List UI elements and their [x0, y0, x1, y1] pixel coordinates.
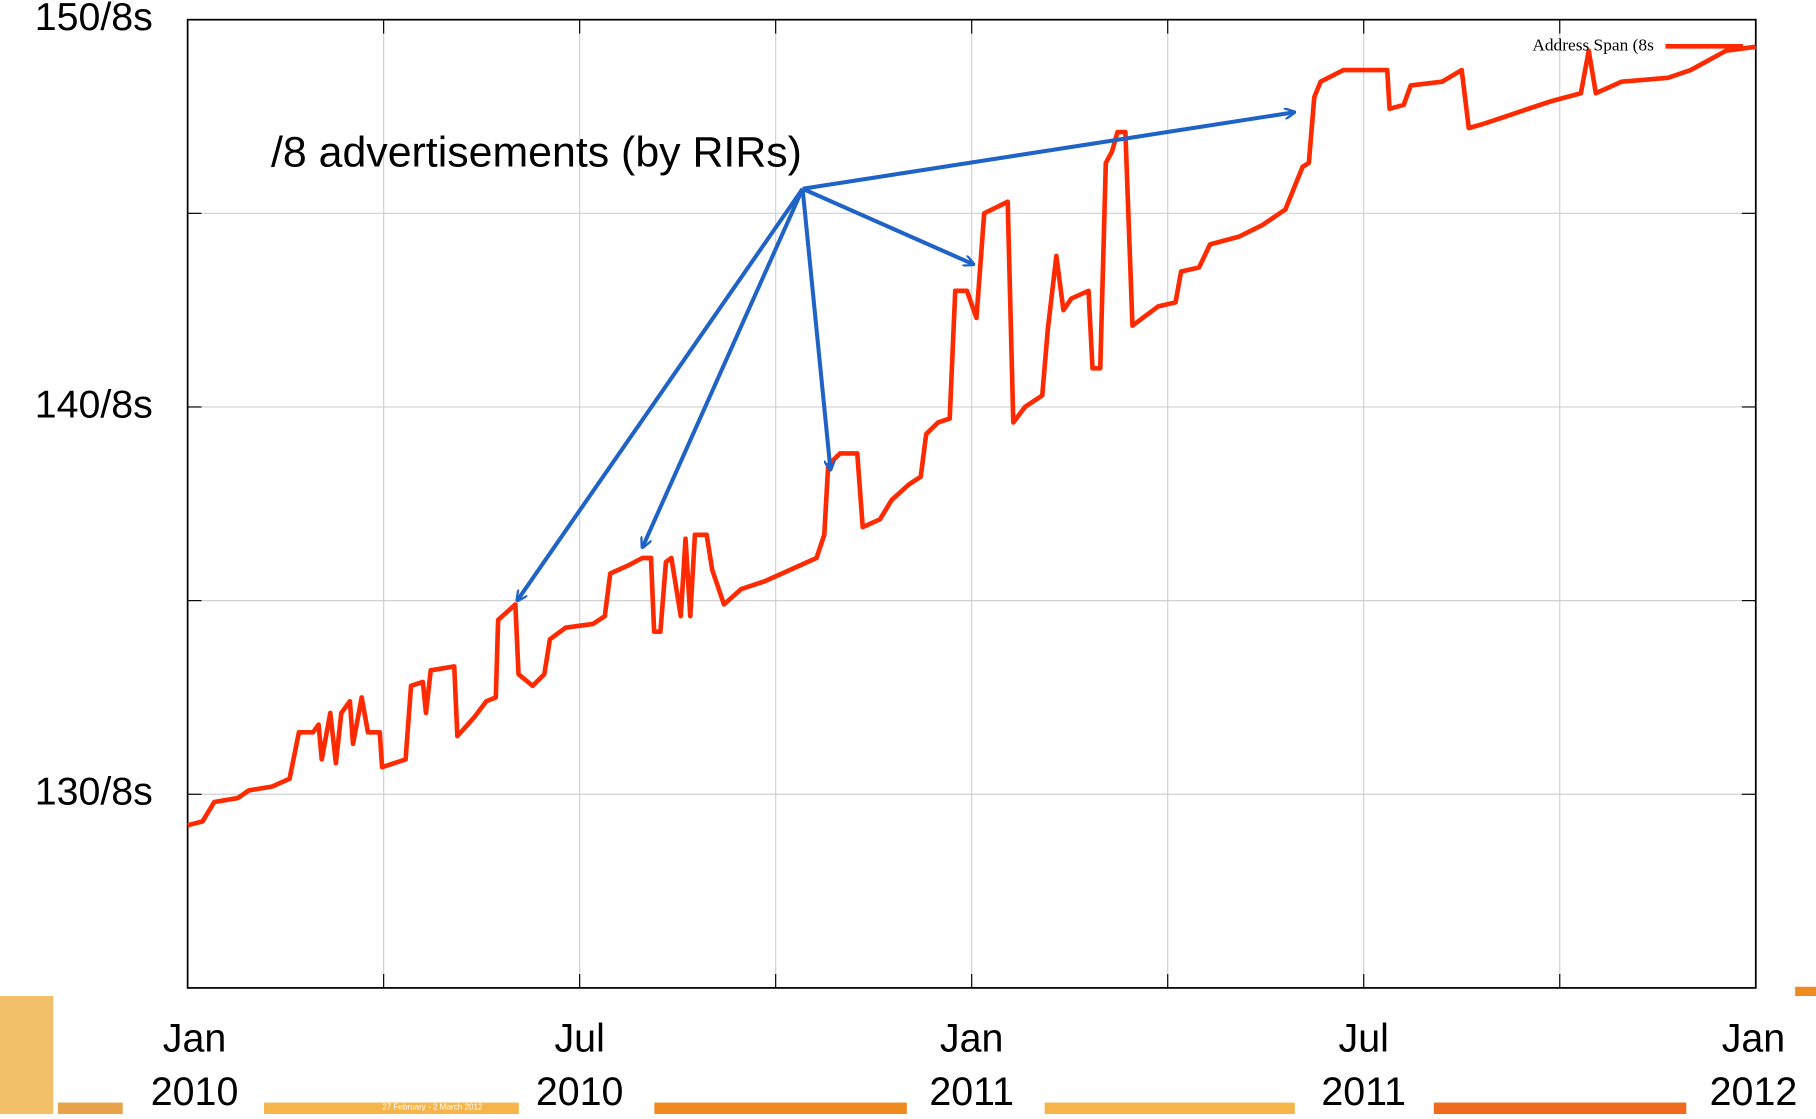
- x-tick-label: Jul 2011: [1321, 1016, 1407, 1115]
- x-tick-label: Jan 2011: [929, 1016, 1015, 1115]
- y-tick-label: 140/8s: [35, 382, 153, 426]
- x-tick-label: Jul 2010: [535, 1016, 624, 1115]
- data-line: [187, 44, 1757, 828]
- x-tick-label: Jan 2010: [150, 1016, 239, 1115]
- footer-text: 27 February - 2 March 2012: [382, 1103, 483, 1112]
- x-tick-label: Jan 2012: [1709, 1016, 1798, 1115]
- annotation: /8 advertisements (by RIRs): [271, 129, 802, 177]
- legend-label: Address Span (8s: [1532, 35, 1654, 54]
- plot-frame: [186, 18, 1757, 989]
- footer-banner: 27 February - 2 March 2012: [0, 986, 1816, 1115]
- y-tick-label: 150/8s: [35, 0, 153, 39]
- annotation-arrows: [518, 112, 1294, 600]
- y-tick-label: 130/8s: [35, 770, 153, 814]
